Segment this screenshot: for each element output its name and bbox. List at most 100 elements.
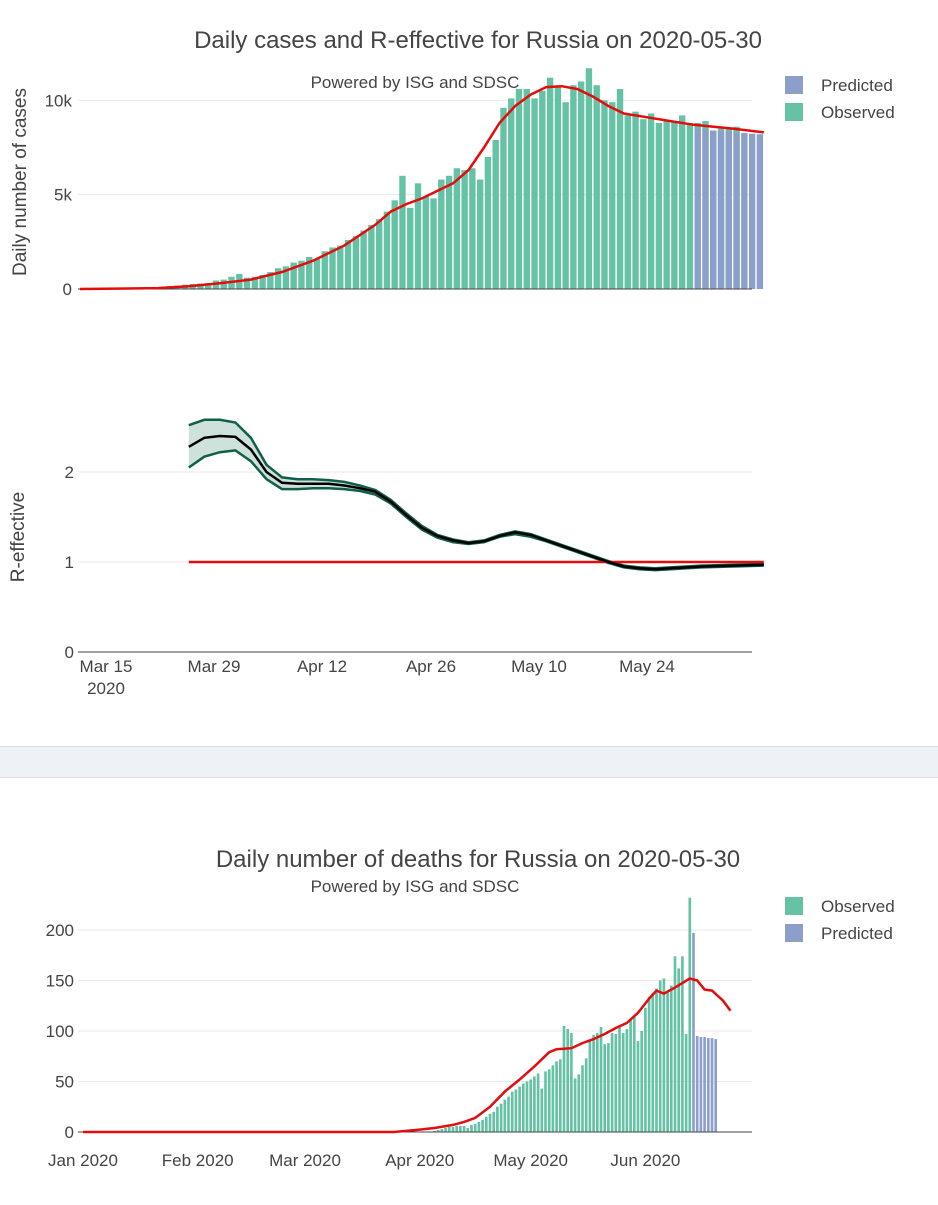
deaths-observed-bar[interactable] <box>666 992 669 1132</box>
cases-observed-bar[interactable] <box>531 98 537 289</box>
deaths-legend[interactable]: Observed Predicted <box>785 897 895 943</box>
deaths-predicted-bar[interactable] <box>700 1037 703 1132</box>
r-effective-line[interactable] <box>189 436 764 569</box>
cases-predicted-bar[interactable] <box>726 131 732 289</box>
deaths-observed-bar[interactable] <box>466 1128 469 1132</box>
deaths-observed-bar[interactable] <box>626 1029 629 1132</box>
legend-swatch-observed[interactable] <box>785 103 803 121</box>
deaths-observed-bar[interactable] <box>474 1124 477 1132</box>
deaths-observed-bar[interactable] <box>685 1034 688 1132</box>
deaths-observed-bar[interactable] <box>470 1125 473 1132</box>
deaths-observed-bar[interactable] <box>537 1073 540 1132</box>
deaths-observed-bar[interactable] <box>496 1107 499 1132</box>
cases-predicted-bar[interactable] <box>710 130 716 289</box>
deaths-observed-bar[interactable] <box>533 1076 536 1132</box>
deaths-observed-bar[interactable] <box>670 986 673 1132</box>
cases-predicted-bar[interactable] <box>757 134 763 289</box>
deaths-observed-bar[interactable] <box>659 981 662 1133</box>
deaths-observed-bar[interactable] <box>500 1104 503 1132</box>
deaths-observed-bar[interactable] <box>581 1065 584 1132</box>
deaths-bars[interactable] <box>433 898 717 1132</box>
deaths-observed-bar[interactable] <box>444 1128 447 1132</box>
cases-observed-bar[interactable] <box>547 78 553 289</box>
deaths-legend-label-predicted[interactable]: Predicted <box>821 924 893 943</box>
deaths-observed-bar[interactable] <box>522 1084 525 1132</box>
deaths-predicted-bar[interactable] <box>707 1038 710 1132</box>
deaths-observed-bar[interactable] <box>489 1114 492 1132</box>
cases-observed-bar[interactable] <box>539 91 545 289</box>
cases-observed-bar[interactable] <box>446 176 452 289</box>
deaths-observed-bar[interactable] <box>640 1031 643 1132</box>
deaths-observed-bar[interactable] <box>577 1074 580 1132</box>
deaths-observed-bar[interactable] <box>629 1019 632 1132</box>
deaths-observed-bar[interactable] <box>459 1126 462 1132</box>
cases-observed-bar[interactable] <box>601 100 607 289</box>
deaths-observed-bar[interactable] <box>644 1008 647 1132</box>
cases-observed-bar[interactable] <box>353 236 359 289</box>
cases-observed-bar[interactable] <box>376 219 382 289</box>
cases-predicted-bar[interactable] <box>718 131 724 289</box>
deaths-observed-bar[interactable] <box>548 1069 551 1132</box>
cases-observed-bar[interactable] <box>438 180 444 289</box>
deaths-legend-swatch-predicted[interactable] <box>785 924 803 942</box>
cases-observed-bar[interactable] <box>485 157 491 289</box>
cases-observed-bar[interactable] <box>524 89 530 289</box>
cases-observed-bar[interactable] <box>508 98 514 289</box>
cases-observed-bar[interactable] <box>663 121 669 289</box>
deaths-observed-bar[interactable] <box>600 1027 603 1132</box>
deaths-observed-bar[interactable] <box>618 1027 621 1132</box>
cases-observed-bar[interactable] <box>461 170 467 289</box>
cases-predicted-bar[interactable] <box>702 130 708 289</box>
cases-observed-bar[interactable] <box>570 85 576 289</box>
cases-observed-bar[interactable] <box>648 114 654 289</box>
cases-observed-bar[interactable] <box>640 119 646 289</box>
deaths-observed-bar[interactable] <box>596 1033 599 1132</box>
deaths-observed-bar[interactable] <box>589 1041 592 1132</box>
deaths-legend-label-observed[interactable]: Observed <box>821 897 895 916</box>
deaths-observed-bar[interactable] <box>511 1092 514 1132</box>
deaths-predicted-bar[interactable] <box>696 1036 699 1132</box>
cases-observed-bar[interactable] <box>454 168 460 289</box>
deaths-observed-bar[interactable] <box>585 1058 588 1132</box>
deaths-observed-bar[interactable] <box>526 1082 529 1133</box>
deaths-observed-bar[interactable] <box>677 968 680 1132</box>
deaths-observed-bar[interactable] <box>492 1112 495 1132</box>
deaths-observed-bar[interactable] <box>529 1079 532 1132</box>
legend-swatch-predicted[interactable] <box>785 76 803 94</box>
cases-observed-bar[interactable] <box>477 180 483 289</box>
deaths-observed-bar[interactable] <box>592 1035 595 1132</box>
legend-label-predicted[interactable]: Predicted <box>821 76 893 95</box>
deaths-observed-bar[interactable] <box>611 1033 614 1132</box>
deaths-observed-bar[interactable] <box>648 997 651 1132</box>
cases-observed-bar[interactable] <box>625 115 631 289</box>
legend-label-observed[interactable]: Observed <box>821 103 895 122</box>
deaths-observed-bar[interactable] <box>448 1127 451 1132</box>
deaths-observed-bar[interactable] <box>515 1090 518 1132</box>
deaths-observed-bar[interactable] <box>622 1033 625 1132</box>
deaths-observed-bar[interactable] <box>478 1122 481 1132</box>
deaths-observed-bar[interactable] <box>463 1126 466 1132</box>
cases-observed-bar[interactable] <box>337 246 343 289</box>
deaths-observed-bar[interactable] <box>544 1071 547 1132</box>
cases-observed-bar[interactable] <box>345 240 351 289</box>
cases-observed-bar[interactable] <box>423 197 429 289</box>
cases-observed-bar[interactable] <box>391 200 397 289</box>
cases-observed-bar[interactable] <box>679 115 685 289</box>
deaths-observed-bar[interactable] <box>455 1126 458 1132</box>
deaths-predicted-bar[interactable] <box>711 1038 714 1132</box>
cases-observed-bar[interactable] <box>399 176 405 289</box>
cases-predicted-bar[interactable] <box>741 133 747 289</box>
deaths-observed-bar[interactable] <box>481 1120 484 1132</box>
deaths-predicted-bar[interactable] <box>714 1039 717 1132</box>
cases-observed-bar[interactable] <box>617 89 623 289</box>
cases-observed-bar[interactable] <box>469 168 475 289</box>
cases-observed-bar[interactable] <box>586 68 592 289</box>
cases-bars[interactable] <box>96 68 763 289</box>
deaths-observed-bar[interactable] <box>637 1041 640 1132</box>
cases-predicted-bar[interactable] <box>749 134 755 289</box>
cases-observed-bar[interactable] <box>671 121 677 289</box>
cases-observed-bar[interactable] <box>516 89 522 289</box>
deaths-observed-bar[interactable] <box>655 989 658 1132</box>
deaths-observed-bar[interactable] <box>688 898 691 1132</box>
deaths-observed-bar[interactable] <box>563 1026 566 1132</box>
